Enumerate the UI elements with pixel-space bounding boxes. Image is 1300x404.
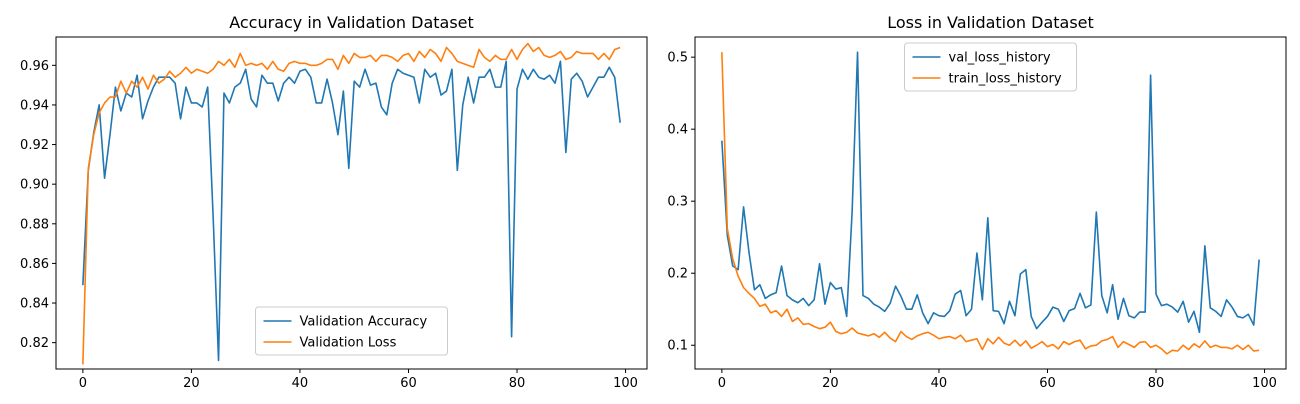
series-line-1 [721,51,1260,334]
x-tick-label: 20 [822,376,839,391]
y-tick-label: 0.5 [667,51,688,66]
legend: Validation Accuracy Validation Loss [255,306,448,356]
y-tick-label: 0.92 [20,138,49,153]
x-tick-label: 0 [718,376,726,391]
y-tick-label: 0.82 [20,336,49,351]
series-line-2 [721,52,1260,355]
legend-label: Validation Loss [300,336,397,351]
series-line-1 [82,60,621,362]
y-tick-label: 0.3 [667,195,688,210]
legend-box [904,42,1077,92]
plot-frame [55,36,648,370]
legend-label: val_loss_history [949,51,1051,66]
y-tick-label: 0.1 [667,339,688,354]
series-line-2 [82,42,621,365]
legend-label: Validation Accuracy [300,315,428,330]
y-tick-label: 0.84 [20,297,49,312]
y-tick-label: 0.4 [667,123,688,138]
y-tick-label: 0.94 [20,98,49,113]
chart-panel-1: Accuracy in Validation Dataset 0 20 40 60 80 1… [20,13,648,391]
y-tick-label: 0.88 [20,217,49,232]
x-tick-label: 0 [79,376,87,391]
x-tick-label: 60 [1039,376,1056,391]
y-tick-label: 0.86 [20,257,49,272]
x-tick-label: 20 [183,376,200,391]
chart-title: Accuracy in Validation Dataset [229,13,474,32]
legend-label: train_loss_history [949,72,1062,87]
x-tick-label: 100 [1252,376,1277,391]
x-tick-label: 60 [400,376,417,391]
x-tick-label: 80 [1148,376,1165,391]
y-tick-label: 0.2 [667,267,688,282]
y-tick-label: 0.96 [20,59,49,74]
chart-title: Loss in Validation Dataset [887,13,1094,32]
legend-box [255,306,448,356]
plot-frame [694,36,1287,370]
x-tick-label: 100 [613,376,638,391]
y-tick-label: 0.90 [20,178,49,193]
x-tick-label: 80 [509,376,526,391]
chart-panel-2: Loss in Validation Dataset 0 20 40 60 80 100 0.… [667,13,1287,391]
x-tick-label: 40 [292,376,309,391]
legend: val_loss_history train_loss_history [904,42,1077,92]
x-tick-label: 40 [931,376,948,391]
